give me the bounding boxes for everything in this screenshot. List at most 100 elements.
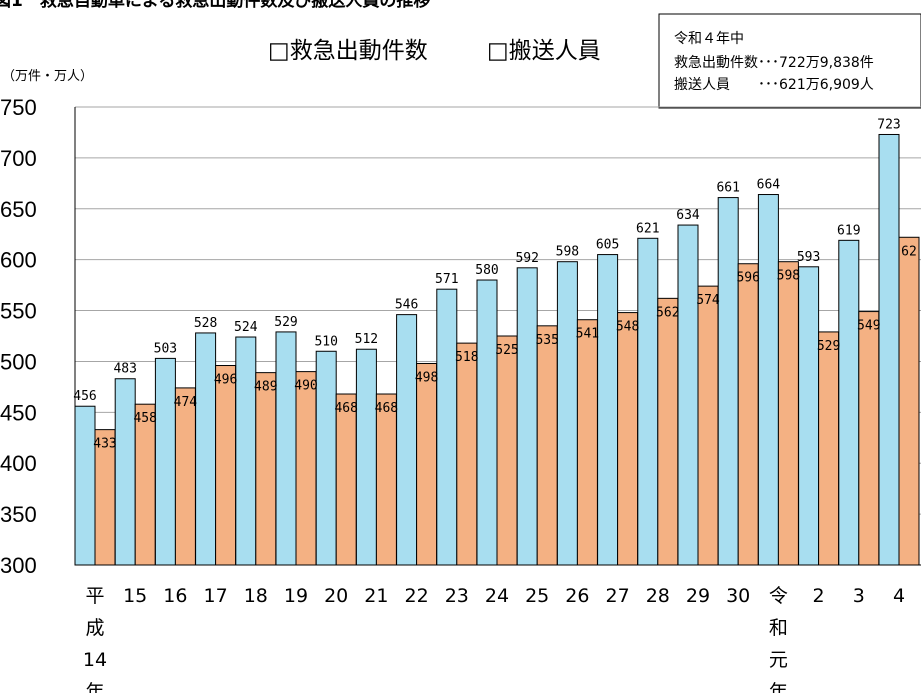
x-tick-label: 30 <box>726 585 750 607</box>
label-transport: 433 <box>93 437 116 452</box>
info-box-dispatch: 救急出動件数･･･722万9,838件 <box>674 55 874 71</box>
x-tick-label: 和 <box>769 617 788 639</box>
label-transport: 468 <box>334 401 357 416</box>
bar-dispatch <box>355 348 377 566</box>
bar-transport <box>858 311 880 566</box>
label-transport: 474 <box>174 395 198 410</box>
label-dispatch: 512 <box>355 332 378 347</box>
bar-transport <box>576 319 598 566</box>
data-labels: 456 433 483 458 503 474 528 496 524 489 529 490 510 4… <box>73 117 917 451</box>
bar-dispatch <box>516 267 538 566</box>
label-transport: 525 <box>495 343 518 358</box>
x-tick-label: 29 <box>686 585 710 607</box>
label-transport: 468 <box>375 401 398 416</box>
x-tick-label: 平 <box>85 585 104 607</box>
label-transport: 458 <box>133 411 156 426</box>
label-transport: 548 <box>616 320 639 335</box>
x-tick-label: 18 <box>244 585 268 607</box>
label-dispatch: 605 <box>596 238 619 253</box>
x-tick-label: 21 <box>364 585 388 607</box>
label-dispatch: 723 <box>877 117 900 132</box>
y-tick-label: 400 <box>0 451 37 476</box>
label-transport: 598 <box>777 269 800 284</box>
x-tick-label: 19 <box>284 585 308 607</box>
bar-dispatch <box>235 336 257 566</box>
y-tick-label: 350 <box>0 502 37 527</box>
label-dispatch: 661 <box>716 181 739 196</box>
label-transport: 562 <box>656 305 679 320</box>
label-dispatch: 592 <box>515 251 538 266</box>
bar-dispatch <box>114 378 136 566</box>
label-dispatch: 510 <box>314 334 337 349</box>
bar-transport <box>737 263 759 566</box>
info-box-frame <box>658 13 921 109</box>
label-dispatch: 593 <box>797 250 820 265</box>
y-tick-label: 600 <box>0 248 37 273</box>
label-transport: 489 <box>254 380 277 395</box>
x-tick-label: 28 <box>646 585 670 607</box>
bar-dispatch <box>757 194 779 566</box>
bar-transport <box>496 335 518 566</box>
info-box-year: 令和４年中 <box>674 31 744 47</box>
x-tick-label: 16 <box>163 585 187 607</box>
bar-transport <box>536 325 558 566</box>
bar-dispatch <box>677 224 699 566</box>
label-transport: 490 <box>294 379 317 394</box>
label-transport: 518 <box>455 350 478 365</box>
x-tick-label: 25 <box>525 585 549 607</box>
label-dispatch: 619 <box>837 223 860 238</box>
x-tick-label: 27 <box>606 585 630 607</box>
y-tick-label: 550 <box>0 299 37 324</box>
bar-transport <box>134 403 156 566</box>
bar-transport <box>375 393 397 566</box>
info-box-transport: 搬送人員 ･･･621万6,909人 <box>674 77 874 93</box>
bar-dispatch <box>878 133 900 566</box>
x-tick-label: 年 <box>769 681 788 693</box>
bar-dispatch <box>315 350 337 566</box>
label-transport: 549 <box>857 319 880 334</box>
y-tick-label: 300 <box>0 553 37 578</box>
bars <box>74 133 920 566</box>
legend: □救急出動件数 □搬送人員 <box>268 38 601 64</box>
x-tick-label: 24 <box>485 585 509 607</box>
y-tick-label: 700 <box>0 146 37 171</box>
label-dispatch: 621 <box>636 221 659 236</box>
legend-dispatch: □救急出動件数 <box>268 38 428 64</box>
x-tick-label: 2 <box>813 585 825 607</box>
bar-transport <box>697 285 719 566</box>
bar-transport <box>617 312 639 566</box>
y-axis-unit-label: （万件・万人） <box>2 69 93 84</box>
label-transport: 574 <box>696 293 720 308</box>
x-tick-label: 3 <box>853 585 865 607</box>
x-tick-label: 23 <box>445 585 469 607</box>
x-tick-label: 元 <box>769 649 788 671</box>
label-dispatch: 528 <box>194 316 217 331</box>
y-tick-label: 650 <box>0 197 37 222</box>
bar-dispatch <box>436 288 458 566</box>
bar-dispatch <box>556 261 578 566</box>
x-tick-label: 17 <box>204 585 228 607</box>
y-tick-label: 750 <box>0 95 37 120</box>
bar-dispatch <box>275 331 297 566</box>
label-transport: 535 <box>535 333 558 348</box>
bar-transport <box>777 261 799 566</box>
x-tick-label: 成 <box>85 617 104 639</box>
bar-transport <box>215 365 237 566</box>
label-dispatch: 580 <box>475 263 498 278</box>
bar-transport <box>335 393 357 566</box>
label-dispatch: 571 <box>435 272 458 287</box>
label-transport: 496 <box>214 373 237 388</box>
label-transport: 498 <box>415 370 438 385</box>
bar-dispatch <box>154 357 176 566</box>
x-tick-label: 令 <box>769 585 788 607</box>
label-transport: 596 <box>736 271 759 286</box>
bar-dispatch <box>798 266 820 566</box>
bar-transport <box>898 236 920 566</box>
bar-transport <box>174 387 196 566</box>
y-tick-label: 500 <box>0 349 37 374</box>
label-dispatch: 456 <box>73 389 96 404</box>
x-tick-label: 20 <box>324 585 348 607</box>
label-dispatch: 598 <box>556 245 579 260</box>
